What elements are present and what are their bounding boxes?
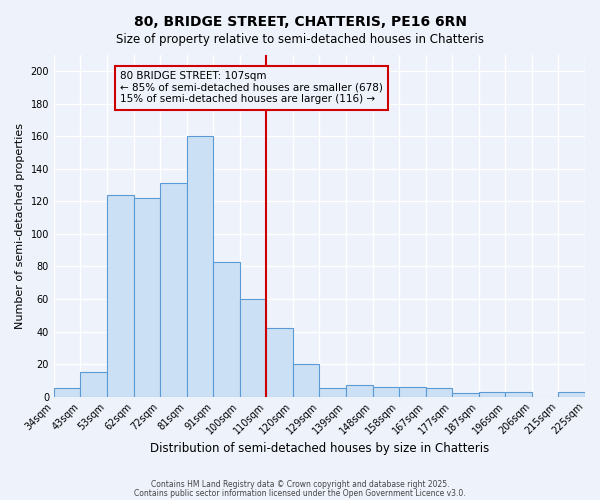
Bar	[425, 388, 452, 396]
Bar	[187, 136, 213, 396]
Text: Contains HM Land Registry data © Crown copyright and database right 2025.: Contains HM Land Registry data © Crown c…	[151, 480, 449, 489]
Bar	[293, 364, 319, 396]
Bar	[54, 388, 80, 396]
Bar	[479, 392, 505, 396]
Bar	[107, 195, 134, 396]
Bar	[346, 385, 373, 396]
Bar	[134, 198, 160, 396]
Bar	[559, 392, 585, 396]
Text: Contains public sector information licensed under the Open Government Licence v3: Contains public sector information licen…	[134, 488, 466, 498]
Bar	[373, 387, 399, 396]
Bar	[399, 387, 425, 396]
Text: 80 BRIDGE STREET: 107sqm
← 85% of semi-detached houses are smaller (678)
15% of : 80 BRIDGE STREET: 107sqm ← 85% of semi-d…	[121, 72, 383, 104]
X-axis label: Distribution of semi-detached houses by size in Chatteris: Distribution of semi-detached houses by …	[150, 442, 489, 455]
Bar	[319, 388, 346, 396]
Bar	[160, 184, 187, 396]
Bar	[213, 262, 240, 396]
Bar	[505, 392, 532, 396]
Y-axis label: Number of semi-detached properties: Number of semi-detached properties	[15, 123, 25, 329]
Bar	[80, 372, 107, 396]
Bar	[266, 328, 293, 396]
Text: Size of property relative to semi-detached houses in Chatteris: Size of property relative to semi-detach…	[116, 32, 484, 46]
Bar	[240, 299, 266, 396]
Bar	[452, 394, 479, 396]
Text: 80, BRIDGE STREET, CHATTERIS, PE16 6RN: 80, BRIDGE STREET, CHATTERIS, PE16 6RN	[133, 15, 467, 29]
